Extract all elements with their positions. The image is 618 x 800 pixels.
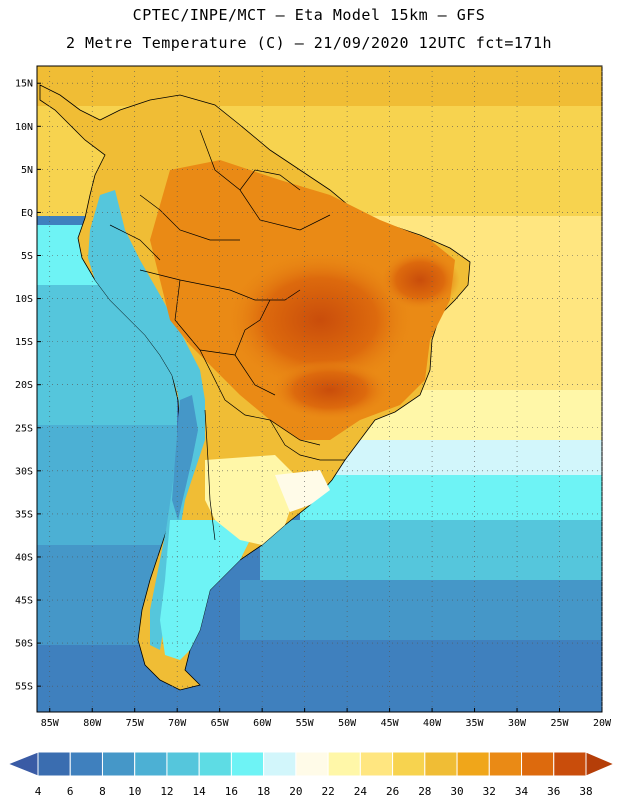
atlantic-12c-band (260, 520, 602, 580)
graticule (37, 66, 603, 712)
longitude-labels: 85W 80W 75W 70W 65W 60W 55W 50W 45W 40W 35W 30W 25W 2… (41, 708, 612, 729)
lat-label: 10N (15, 122, 33, 133)
uruguay-cool-region (275, 470, 330, 512)
lon-label: 65W (211, 718, 230, 729)
lon-label: 60W (253, 718, 272, 729)
heat-core-central (225, 250, 415, 390)
caribbean-warm-band (37, 66, 602, 106)
lat-label: 45S (15, 596, 33, 607)
heat-core-northeast (380, 250, 460, 310)
lat-label: 15N (15, 79, 33, 90)
lat-label: 55S (15, 682, 33, 693)
atlantic-8c-band (240, 580, 602, 640)
lat-label: 35S (15, 509, 33, 520)
lon-label: 55W (296, 718, 315, 729)
lat-label: 5N (21, 165, 33, 176)
pacific-subtropical-band (37, 425, 177, 545)
cool-atlantic-band (330, 440, 602, 475)
heat-core-southeast (270, 360, 390, 420)
atlantic-16c-band (300, 475, 602, 520)
country-borders (109, 129, 345, 541)
latitude-labels: 15N 10N 5N EQ 5S 10S 15S 20S 25S 30S 35S 40S 45S 50S 5… (15, 79, 41, 693)
lat-label: 20S (15, 380, 33, 391)
map-title-line2: 2 Metre Temperature (C) – 21/09/2020 12U… (65, 34, 553, 52)
map-frame (36, 65, 603, 713)
lon-label: 25W (550, 718, 569, 729)
lon-label: 75W (126, 718, 145, 729)
lat-label: 30S (15, 466, 33, 477)
lon-label: 35W (466, 718, 485, 729)
lat-label: 15S (15, 337, 33, 348)
lat-label: 25S (15, 423, 33, 434)
lon-label: 20W (593, 718, 612, 729)
lon-label: 40W (423, 718, 442, 729)
lat-label: 10S (15, 294, 33, 305)
lon-label: 70W (168, 718, 187, 729)
lon-label: 50W (338, 718, 357, 729)
lat-label: 5S (21, 251, 33, 262)
patagonia-cool-region (160, 520, 250, 660)
lon-label: 85W (41, 718, 60, 729)
lat-label: 40S (15, 552, 33, 563)
lon-label: 45W (381, 718, 400, 729)
lon-label: 30W (508, 718, 527, 729)
lon-label: 80W (83, 718, 102, 729)
map-title-line1: CPTEC/INPE/MCT – Eta Model 15km – GFS (132, 6, 486, 24)
andes-coldest-strip (172, 395, 198, 520)
lat-label: EQ (21, 208, 33, 219)
lat-label: 50S (15, 639, 33, 650)
